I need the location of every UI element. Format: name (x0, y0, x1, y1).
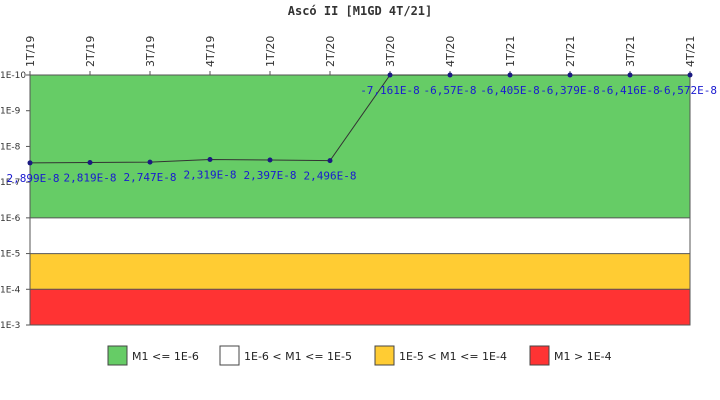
x-tick-label: 2T/20 (324, 36, 337, 67)
plot-border (29, 74, 691, 326)
data-point (327, 158, 333, 164)
legend-label: 1E-6 < M1 <= 1E-5 (244, 350, 352, 363)
plot-frame (29, 74, 691, 326)
risk-bands (30, 75, 690, 325)
data-point (687, 72, 693, 78)
data-point (387, 72, 393, 78)
data-point (147, 159, 153, 165)
data-label: 2,496E-8 (304, 170, 357, 183)
x-tick-label: 3T/21 (624, 36, 637, 67)
x-tick-label: 1T/21 (504, 36, 517, 67)
legend-label: 1E-5 < M1 <= 1E-4 (399, 350, 507, 363)
y-tick-label: 1E-9 (0, 107, 21, 117)
y-tick-label: 1E-5 (0, 250, 20, 260)
x-tick-label: 1T/19 (24, 36, 37, 67)
data-label: -7,161E-8 (360, 84, 420, 97)
x-tick-label: 4T/19 (204, 36, 217, 67)
band-0 (30, 75, 690, 218)
series-path (29, 74, 690, 164)
y-tick-label: 1E-6 (0, 214, 21, 224)
legend-swatch (107, 345, 128, 366)
data-point (267, 157, 273, 163)
data-label: 2,747E-8 (124, 171, 177, 184)
band-1 (30, 217, 690, 254)
legend-label: M1 <= 1E-6 (132, 350, 199, 363)
legend: M1 <= 1E-6 1E-6 < M1 <= 1E-5 1E-5 < M1 <= … (107, 345, 612, 366)
data-label: 2,819E-8 (64, 172, 117, 185)
y-tick-label: 1E-7 (0, 178, 20, 188)
data-point (87, 160, 93, 166)
data-point (207, 156, 213, 162)
band-3 (30, 289, 690, 325)
data-point (567, 72, 573, 78)
data-point (627, 72, 633, 78)
y-tick-label: 1E-3 (0, 321, 20, 331)
data-label: -6,379E-8 (540, 84, 600, 97)
x-tick-label: 1T/20 (264, 36, 277, 67)
series-markers (27, 72, 693, 166)
y-tick-label: 1E-4 (0, 285, 21, 295)
x-tick-label: 3T/20 (384, 36, 397, 67)
data-point (27, 160, 33, 166)
y-tick-label: 1E-8 (0, 142, 21, 152)
legend-label: M1 > 1E-4 (554, 350, 612, 363)
x-tick-label: 2T/19 (84, 36, 97, 67)
data-label: -6,416E-8 (600, 84, 660, 97)
legend-swatch (374, 345, 395, 366)
data-label: 2,397E-8 (244, 169, 297, 182)
data-label: 2,319E-8 (184, 168, 237, 181)
x-tick-label: 4T/21 (684, 36, 697, 67)
x-axis: 1T/19 2T/19 3T/19 4T/19 1T/20 2T/20 3T/20 4T/20… (24, 36, 697, 75)
y-tick-label: 1E-10 (0, 71, 26, 81)
legend-swatch (529, 345, 550, 366)
x-tick-label: 4T/20 (444, 36, 457, 67)
chart-title: Ascó II [M1GD 4T/21] (288, 4, 433, 18)
data-label: -6,57E-8 (424, 84, 477, 97)
data-point (447, 72, 453, 78)
legend-swatch (219, 345, 240, 366)
data-labels: 2,899E-8 2,819E-8 2,747E-8 2,319E-8 2,397E-8… (7, 84, 717, 185)
data-point (507, 72, 513, 78)
data-label: 2,899E-8 (7, 172, 60, 185)
data-label: -6,405E-8 (480, 84, 540, 97)
y-axis: 1E-10 1E-9 1E-8 1E-7 1E-6 1E-5 1E-4 1E-3 (0, 71, 30, 331)
data-label: -6,572E-8 (657, 84, 717, 97)
x-tick-label: 3T/19 (144, 36, 157, 67)
x-tick-label: 2T/21 (564, 36, 577, 67)
series-line (29, 74, 690, 164)
band-2 (30, 253, 690, 290)
